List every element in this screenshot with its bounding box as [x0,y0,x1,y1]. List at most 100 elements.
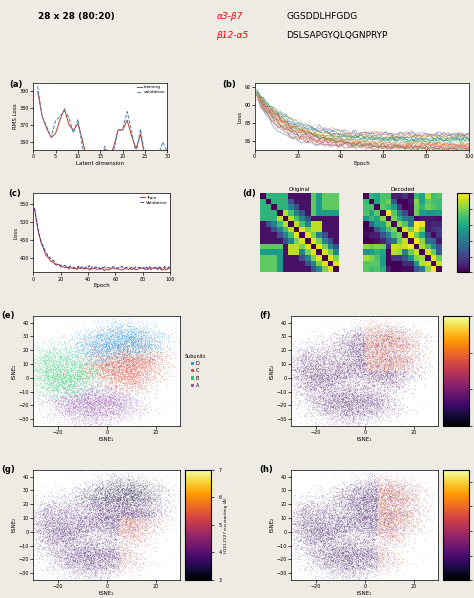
Point [116,507,124,517]
Point [133,366,141,376]
Point [325,508,332,517]
Point [326,535,333,544]
Point [375,337,383,346]
Point [62,410,69,419]
Point [291,542,299,552]
Point [68,355,75,364]
Point [110,521,118,531]
Point [88,518,96,527]
Point [108,343,116,353]
Point [62,373,70,382]
Point [340,542,348,551]
Point [142,529,149,538]
Point [421,349,429,359]
Point [123,325,131,334]
Point [370,407,377,416]
Point [110,372,118,382]
Point [377,485,384,495]
Point [309,518,317,528]
Point [394,343,402,352]
Point [327,373,335,382]
Point [374,341,382,351]
Point [301,369,309,379]
Point [109,369,117,379]
Point [410,517,418,527]
Point [359,373,367,382]
Point [122,500,130,509]
Point [55,494,63,504]
Point [121,517,129,526]
Point [88,539,95,548]
Point [396,334,403,344]
Point [60,403,68,413]
Point [347,368,355,378]
Point [364,369,372,379]
Point [124,491,132,501]
Point [73,370,81,379]
Point [385,327,392,336]
Point [307,506,314,515]
Point [341,382,348,392]
Point [414,491,421,501]
Point [370,364,378,373]
Point [348,503,356,512]
Point [346,345,353,355]
Point [360,389,367,399]
Point [364,553,372,562]
Point [301,530,309,539]
Point [386,394,394,404]
Point [400,495,408,504]
Point [134,521,142,530]
Point [324,359,331,368]
Point [125,328,132,337]
Point [72,548,80,558]
Point [90,410,98,419]
Point [405,493,412,503]
Point [86,373,93,383]
Point [319,508,326,517]
Point [114,399,121,409]
Point [47,380,55,390]
Point [122,368,130,378]
Point [157,515,164,525]
Point [342,555,349,565]
Point [355,530,362,540]
Point [347,336,355,346]
Point [400,515,408,524]
Point [339,559,346,568]
Point [146,509,154,519]
Point [368,408,375,417]
Point [334,356,341,366]
Point [379,529,387,538]
Point [338,568,346,577]
Point [80,360,88,370]
Point [372,396,379,405]
Point [123,512,131,522]
Point [123,517,130,527]
Point [364,489,371,499]
Point [388,353,395,363]
Point [66,382,74,391]
Point [308,526,316,535]
Point [81,336,88,346]
Point [365,359,373,368]
Point [159,474,166,483]
Point [125,548,133,557]
Point [54,572,62,581]
Point [365,515,372,525]
Point [70,381,77,390]
Point [71,568,78,577]
Point [325,512,333,522]
Point [139,376,147,386]
Point [92,322,100,332]
Point [145,356,152,365]
Point [394,487,402,496]
Point [343,396,351,406]
Point [337,500,345,509]
Point [391,483,399,493]
Point [82,557,90,566]
Point [295,541,302,550]
Point [122,514,130,523]
Point [80,539,87,549]
Point [348,553,356,563]
